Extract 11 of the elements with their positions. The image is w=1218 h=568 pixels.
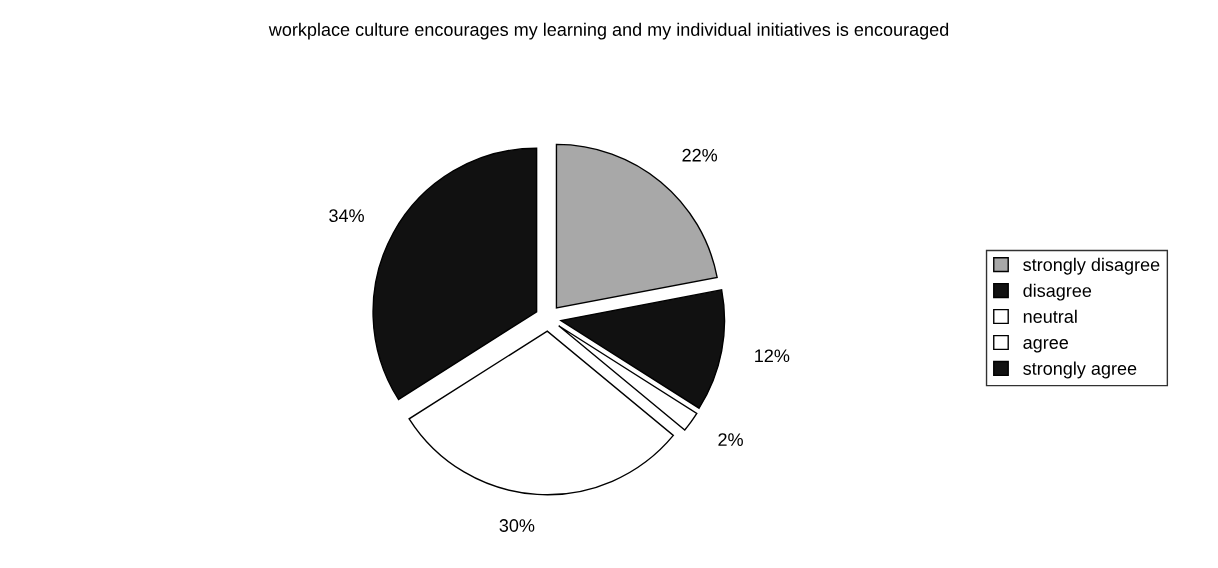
data-label: 22% [682,148,718,162]
legend-label: agree [1023,339,1069,353]
data-label: 2% [718,433,743,446]
legend-label: neutral [1023,309,1077,323]
data-label: 34% [329,209,364,223]
legend-label: strongly agree [1023,361,1137,379]
data-label: 12% [755,349,790,363]
chart-title: workplace culture encourages my learning and my individual initiatives is encouraged [268,22,949,40]
legend-label: strongly disagree [1023,257,1160,275]
legend-label: disagree [1023,283,1092,301]
data-label: 30% [499,519,535,532]
